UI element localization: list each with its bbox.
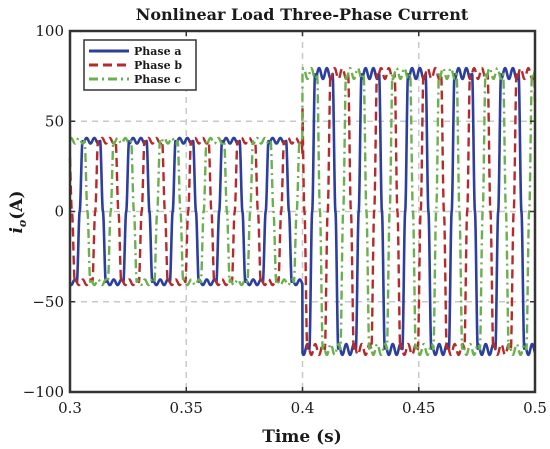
series-line-phase-a (68, 66, 537, 357)
y-tick-label-1: −50 (32, 293, 64, 311)
legend: Phase a Phase b Phase c (83, 39, 197, 91)
series-line-phase-b (68, 66, 537, 357)
y-axis-label: io(A) (7, 190, 29, 233)
y-tick-label-4: 100 (35, 22, 64, 40)
y-tick-label-0: −100 (23, 383, 64, 401)
x-tick-label-4: 0.5 (523, 399, 547, 417)
legend-label-phase-c: Phase c (134, 73, 181, 86)
chart-title: Nonlinear Load Three-Phase Current (136, 5, 469, 24)
x-tick-label-0: 0.3 (58, 399, 82, 417)
legend-box (83, 39, 197, 91)
x-tick-label-2: 0.4 (291, 399, 315, 417)
x-tick-label-3: 0.45 (402, 399, 435, 417)
y-label-subscript: o (16, 220, 29, 227)
y-tick-label-2: 0 (54, 203, 64, 221)
series-line-phase-c (68, 66, 537, 357)
y-label-unit: (A) (7, 190, 27, 219)
legend-label-phase-a: Phase a (134, 45, 182, 58)
axis-ticks: 0.3 0.35 0.4 0.45 0.5 −100 −50 0 50 100 (23, 22, 547, 417)
series-layer (68, 66, 537, 357)
x-tick-label-1: 0.35 (170, 399, 203, 417)
x-axis-label: Time (s) (262, 427, 342, 447)
y-label-symbol: i (7, 227, 27, 233)
legend-label-phase-b: Phase b (134, 59, 182, 72)
y-tick-label-3: 50 (45, 112, 64, 130)
